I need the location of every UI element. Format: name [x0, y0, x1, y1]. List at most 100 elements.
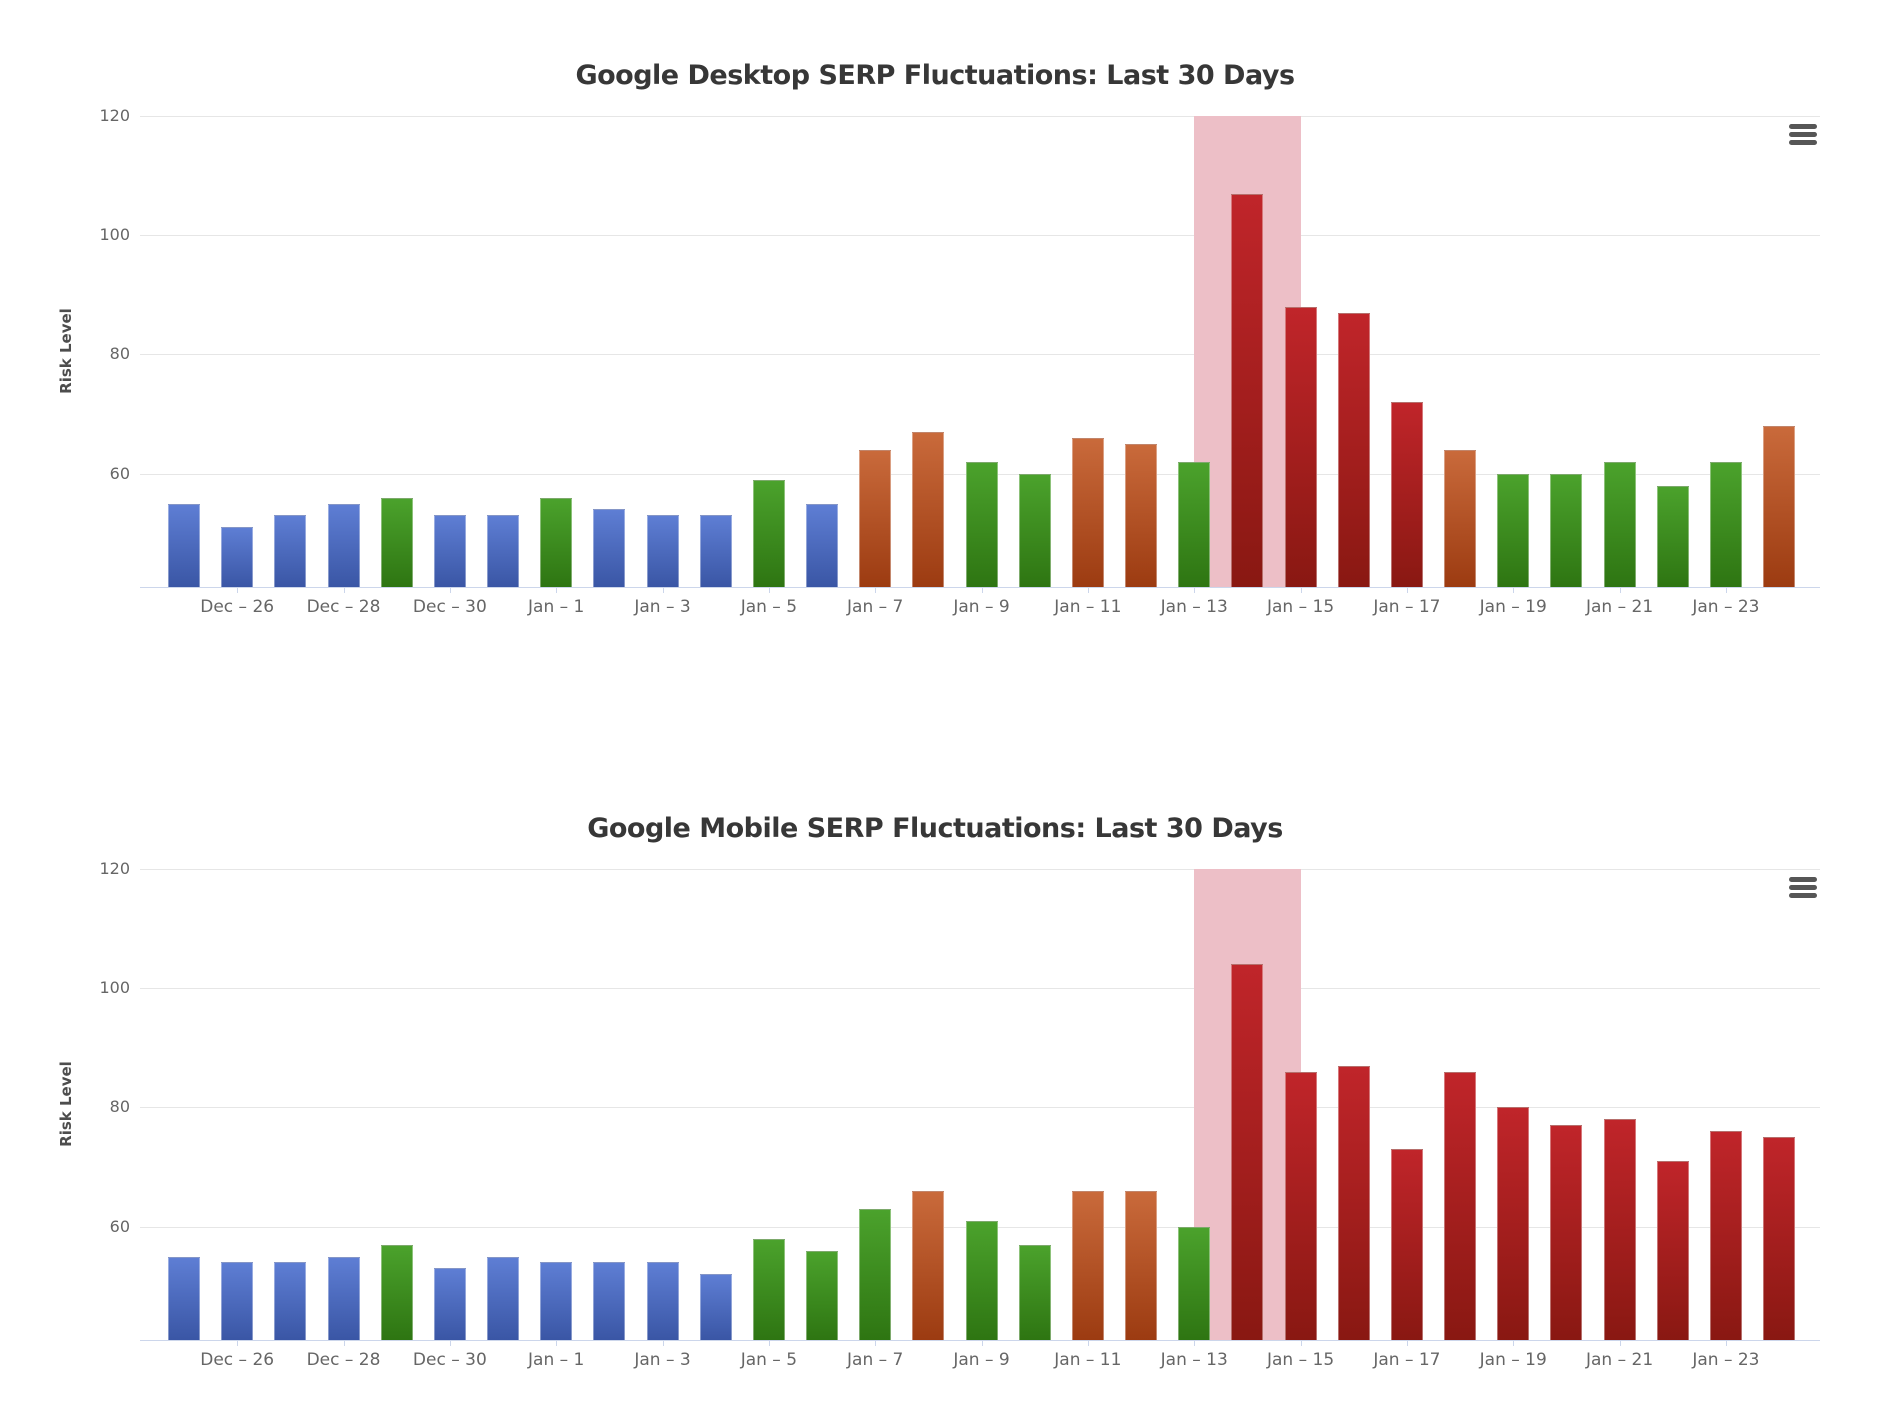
bar-dec-29[interactable]: [380, 1244, 413, 1340]
x-tick-mark: [1513, 1340, 1515, 1346]
plot-area: [140, 116, 1820, 593]
bar-jan-17[interactable]: [1390, 1149, 1423, 1340]
bar-jan-9[interactable]: [965, 1220, 998, 1340]
bar-jan-10[interactable]: [1018, 1244, 1051, 1340]
gridline: [140, 988, 1820, 990]
chart-title: Google Mobile SERP Fluctuations: Last 30…: [587, 813, 1283, 844]
x-tick-mark: [237, 1340, 239, 1346]
hamburger-icon[interactable]: [1789, 877, 1817, 898]
bar-jan-17[interactable]: [1390, 402, 1423, 587]
bar-dec-30[interactable]: [433, 515, 466, 587]
bar-jan-10[interactable]: [1018, 473, 1051, 587]
gridline: [140, 1107, 1820, 1109]
y-tick-label: 120: [99, 859, 130, 878]
bar-jan-8[interactable]: [912, 1190, 945, 1340]
bar-jan-4[interactable]: [699, 515, 732, 587]
bar-jan-6[interactable]: [806, 1250, 839, 1340]
bar-jan-15[interactable]: [1284, 1071, 1317, 1340]
bar-jan-21[interactable]: [1603, 461, 1636, 587]
bar-dec-26[interactable]: [221, 1262, 254, 1340]
bar-jan-24[interactable]: [1763, 426, 1796, 587]
x-tick-mark: [556, 587, 558, 593]
bar-jan-20[interactable]: [1550, 1125, 1583, 1340]
bar-jan-13[interactable]: [1178, 1226, 1211, 1340]
x-tick-label: Jan – 21: [1586, 597, 1654, 617]
bar-dec-31[interactable]: [487, 1256, 520, 1340]
x-tick-label: Jan – 13: [1160, 1350, 1228, 1370]
bar-jan-4[interactable]: [699, 1274, 732, 1340]
x-tick-label: Jan – 3: [634, 597, 691, 617]
bar-dec-29[interactable]: [380, 497, 413, 587]
bar-jan-24[interactable]: [1763, 1137, 1796, 1340]
x-tick-label: Dec – 30: [412, 597, 487, 617]
bar-jan-18[interactable]: [1444, 449, 1477, 587]
bar-jan-18[interactable]: [1444, 1071, 1477, 1340]
x-tick-mark: [981, 1340, 983, 1346]
x-tick-mark: [556, 1340, 558, 1346]
plot-area: [140, 869, 1820, 1346]
bar-dec-27[interactable]: [274, 515, 307, 587]
bar-jan-14[interactable]: [1231, 964, 1264, 1340]
x-tick-mark: [449, 587, 451, 593]
hamburger-line: [1789, 893, 1817, 898]
bar-jan-16[interactable]: [1337, 1065, 1370, 1340]
bar-jan-22[interactable]: [1656, 485, 1689, 587]
bar-jan-11[interactable]: [1071, 1190, 1104, 1340]
bar-jan-2[interactable]: [593, 1262, 626, 1340]
x-tick-mark: [875, 587, 877, 593]
bar-jan-19[interactable]: [1497, 1107, 1530, 1340]
x-tick-label: Jan – 15: [1266, 1350, 1335, 1370]
bar-jan-6[interactable]: [806, 503, 839, 587]
bar-dec-26[interactable]: [221, 527, 254, 587]
x-tick-mark: [343, 587, 345, 593]
x-tick-mark: [237, 587, 239, 593]
x-tick-label: Jan – 7: [847, 1350, 904, 1370]
x-axis-line: [140, 587, 1820, 588]
bar-jan-7[interactable]: [859, 449, 892, 587]
bar-dec-31[interactable]: [487, 515, 520, 587]
bar-jan-2[interactable]: [593, 509, 626, 587]
bar-jan-22[interactable]: [1656, 1161, 1689, 1340]
bar-dec-25[interactable]: [168, 503, 200, 587]
bar-jan-1[interactable]: [540, 1262, 573, 1340]
bar-dec-25[interactable]: [168, 1256, 200, 1340]
bar-jan-23[interactable]: [1709, 1131, 1742, 1340]
bar-jan-8[interactable]: [912, 431, 945, 587]
y-tick-label: 120: [99, 106, 130, 125]
x-tick-mark: [449, 1340, 451, 1346]
bar-jan-9[interactable]: [965, 461, 998, 587]
bar-jan-11[interactable]: [1071, 437, 1104, 587]
bar-jan-12[interactable]: [1125, 443, 1158, 587]
bar-jan-1[interactable]: [540, 497, 573, 587]
x-tick-mark: [1087, 1340, 1089, 1346]
bar-dec-27[interactable]: [274, 1262, 307, 1340]
y-tick-label: 100: [99, 225, 130, 245]
x-tick-mark: [1087, 587, 1089, 593]
x-tick-mark: [1725, 587, 1727, 593]
x-tick-label: Jan – 23: [1692, 597, 1760, 617]
bar-jan-21[interactable]: [1603, 1119, 1636, 1340]
bar-jan-3[interactable]: [646, 1262, 679, 1340]
bar-jan-23[interactable]: [1709, 461, 1742, 587]
bar-jan-16[interactable]: [1337, 312, 1370, 587]
bar-jan-3[interactable]: [646, 515, 679, 587]
bar-jan-19[interactable]: [1497, 473, 1530, 587]
bar-jan-15[interactable]: [1284, 306, 1317, 587]
x-tick-label: Jan – 9: [953, 597, 1010, 617]
bar-jan-20[interactable]: [1550, 473, 1583, 587]
x-tick-label: Jan – 11: [1054, 1350, 1122, 1370]
bar-jan-5[interactable]: [752, 1238, 785, 1340]
gridline: [140, 869, 1820, 870]
bar-jan-13[interactable]: [1178, 461, 1211, 587]
x-tick-mark: [768, 1340, 770, 1346]
bar-jan-14[interactable]: [1231, 193, 1264, 587]
bar-dec-28[interactable]: [327, 1256, 360, 1340]
x-tick-mark: [1406, 587, 1408, 593]
bar-jan-7[interactable]: [859, 1208, 892, 1340]
hamburger-icon[interactable]: [1789, 124, 1817, 145]
bar-dec-28[interactable]: [327, 503, 360, 587]
x-tick-label: Dec – 26: [200, 1350, 275, 1370]
bar-dec-30[interactable]: [433, 1268, 466, 1340]
bar-jan-12[interactable]: [1125, 1190, 1158, 1340]
bar-jan-5[interactable]: [752, 479, 785, 587]
